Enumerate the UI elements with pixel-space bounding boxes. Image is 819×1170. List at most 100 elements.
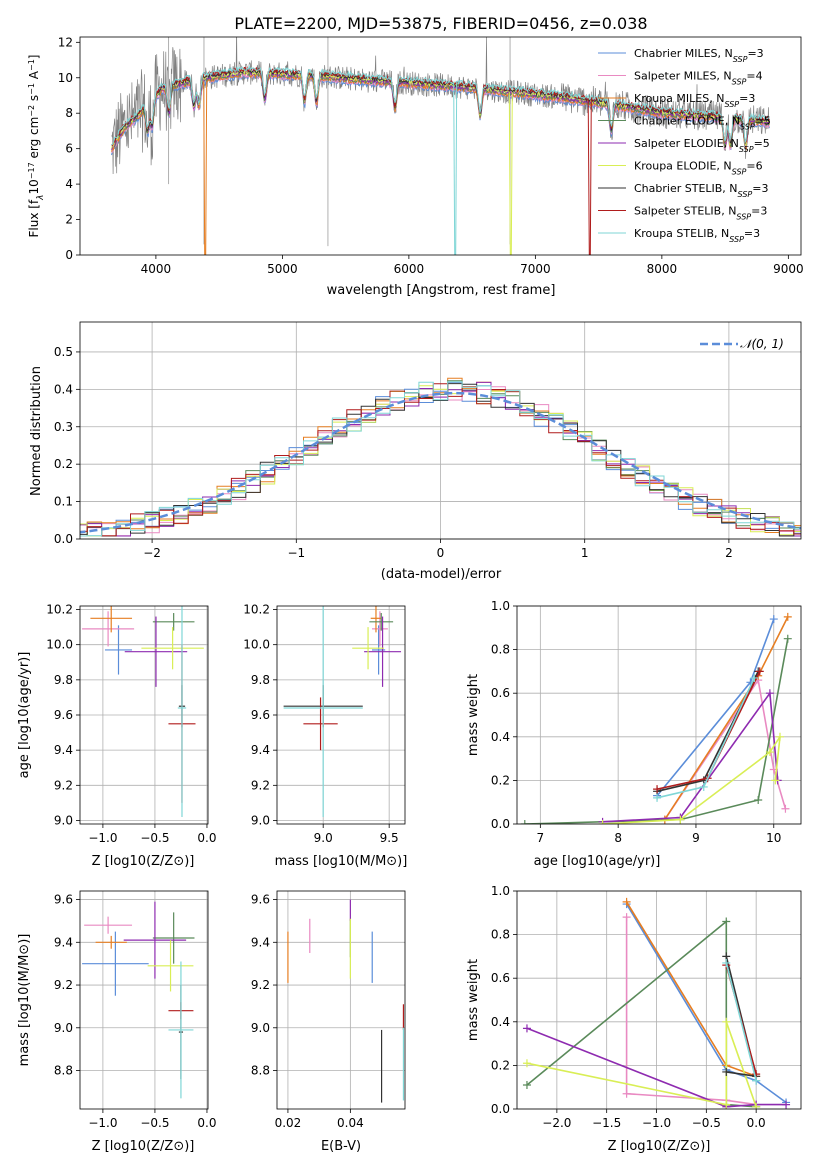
y-tick-label: 6: [65, 142, 73, 156]
y-tick-label: 1.0: [491, 599, 510, 613]
legend-label: Chabrier STELIB, NSSP=3: [634, 182, 768, 199]
legend-label: Kroupa MILES, NSSP=3: [634, 92, 755, 109]
legend-label: Salpeter STELIB, NSSP=3: [634, 205, 767, 222]
x-tick-label: −0.5: [140, 831, 169, 845]
x-tick-label: −1.0: [88, 831, 117, 845]
y-tick-label: 9.0: [251, 813, 270, 827]
massEBV-xlabel: E(B-V): [321, 1139, 361, 1154]
series-marker: [771, 776, 780, 785]
legend-label: Chabrier MILES, NSSP=3: [634, 47, 764, 64]
axes-massweight-vs-age: 7 8 9 10 0.0 0.2 0.4 0.6 0.8 1.0: [491, 599, 802, 845]
x-tick-label: 0.02: [275, 1116, 302, 1130]
axes-residuals: −2 −1 0 1 2 0.0 0.1 0.2 0.3 0.4 0.5 𝒩(0, 1): [54, 321, 802, 560]
y-tick-label: 10.2: [243, 603, 270, 617]
y-tick-label: 9.8: [54, 673, 73, 687]
y-tick-label: 9.2: [54, 978, 73, 992]
y-tick-label: 9.4: [54, 935, 73, 949]
series-chabrier-elodie-line: [526, 919, 757, 1108]
residuals-ylabel: Normed distribution: [29, 366, 44, 496]
x-tick-label: −0.5: [140, 1116, 169, 1130]
normal-curve: [80, 391, 801, 534]
series-marker: [750, 673, 759, 682]
y-tick-label: 9.4: [251, 743, 270, 757]
legend-label: Kroupa ELODIE, NSSP=6: [634, 160, 763, 177]
series-marker: [765, 748, 774, 757]
y-tick-label: 8.8: [251, 1064, 270, 1078]
figure-title: PLATE=2200, MJD=53875, FIBERID=0456, z=0…: [234, 14, 647, 33]
y-tick-label: 0.4: [54, 382, 73, 396]
plot-area-mass-vs-Z: [82, 901, 195, 1099]
legend-label: Chabrier ELODIE, NSSP=5: [634, 115, 771, 132]
series-marker: [699, 782, 708, 791]
x-tick-label: 6000: [394, 262, 425, 276]
y-tick-label: 0.6: [491, 971, 510, 985]
series-marker: [622, 897, 631, 906]
y-tick-label: 0.2: [491, 1058, 510, 1072]
x-tick-label: 0: [437, 546, 445, 560]
x-tick-label: 8: [614, 831, 622, 845]
y-tick-label: 0.8: [491, 928, 510, 942]
series-marker: [722, 958, 731, 967]
axes-frame: [79, 890, 209, 1110]
model-kroupa-stelib-line: [111, 64, 770, 255]
series-marker: [775, 732, 784, 741]
x-tick-label: 0.04: [337, 1116, 364, 1130]
series-marker: [782, 1100, 791, 1109]
series-kroupa-stelib-line: [725, 962, 757, 1081]
y-tick-label: 0.0: [491, 1102, 510, 1116]
series-marker: [752, 1076, 761, 1085]
series-marker: [522, 1024, 531, 1033]
axes-frame: [516, 605, 802, 825]
x-tick-label: −0.5: [692, 1116, 721, 1130]
y-tick-label: 9.2: [251, 778, 270, 792]
y-tick-label: 0.6: [491, 686, 510, 700]
y-tick-label: 10.0: [243, 638, 270, 652]
y-tick-label: 8: [65, 106, 73, 120]
series-marker: [722, 1067, 731, 1076]
ageZ-xlabel: Z [log10(Z/Z⊙)]: [92, 854, 195, 869]
spectrum-xlabel: wavelength [Angstrom, rest frame]: [327, 283, 556, 298]
y-tick-label: 0.0: [54, 532, 73, 546]
x-tick-label: 9: [692, 831, 700, 845]
series-salpeter-miles-line: [625, 917, 757, 1106]
panel-ylabel: age [log10(age/yr)]: [17, 652, 32, 779]
y-tick-label: 0: [65, 248, 73, 262]
series-marker: [755, 667, 764, 676]
axes-frame: [79, 321, 802, 540]
x-tick-label: −2.0: [542, 1116, 571, 1130]
series-marker: [769, 615, 778, 624]
legend-label: 𝒩(0, 1): [740, 337, 784, 351]
series-chabrier-miles-line: [625, 903, 787, 1104]
series-kroupa-miles-line: [664, 616, 789, 821]
mwZ-xlabel: Z [log10(Z/Z⊙)]: [608, 1139, 711, 1154]
plot-area-spectrum: [111, 37, 770, 255]
x-tick-label: 7: [537, 831, 545, 845]
legend-label: Salpeter MILES, NSSP=4: [634, 70, 763, 87]
x-tick-label: −1: [287, 546, 305, 560]
series-marker: [722, 1017, 731, 1026]
y-tick-label: 8.8: [54, 1064, 73, 1078]
y-tick-label: 10: [58, 71, 73, 85]
y-tick-label: 9.6: [54, 893, 73, 907]
series-marker: [781, 804, 790, 813]
axes-frame: [276, 605, 406, 825]
x-tick-label: 4000: [141, 262, 172, 276]
hist-kroupa-stelib: [80, 381, 801, 537]
y-tick-label: 9.2: [251, 978, 270, 992]
axes-frame: [79, 36, 802, 256]
y-tick-label: 9.0: [54, 1021, 73, 1035]
plot-area-massweight-vs-age: [520, 612, 792, 824]
panel-ylabel: mass [log10(M/M⊙)]: [17, 934, 32, 1067]
x-tick-label: 9.5: [380, 831, 399, 845]
x-tick-label: −1.0: [88, 1116, 117, 1130]
y-tick-label: 9.0: [54, 813, 73, 827]
spectrum-ylabel: Flux [fλ10−17 erg cm−2 s−1 A−1]: [27, 55, 47, 238]
y-tick-label: 0.4: [491, 730, 510, 744]
massZ-xlabel: Z [log10(Z/Z⊙)]: [92, 1139, 195, 1154]
series-marker: [676, 815, 685, 824]
series-marker: [520, 820, 529, 824]
y-tick-label: 0.4: [491, 1015, 510, 1029]
plot-area-massweight-vs-Z: [522, 897, 791, 1109]
axes-frame: [516, 890, 802, 1110]
hist-salpeter-stelib: [80, 383, 801, 537]
